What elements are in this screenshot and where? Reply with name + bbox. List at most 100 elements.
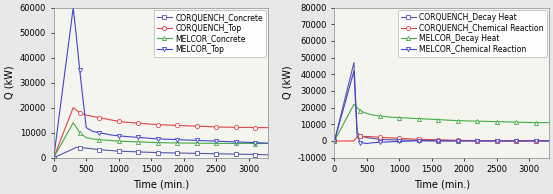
CORQUENCH_Chemical Reaction bbox=[403, 138, 409, 140]
MELCOR_Decay Heat bbox=[493, 120, 500, 123]
CORQUENCH_Decay Heat bbox=[429, 139, 435, 142]
Y-axis label: Q (kW): Q (kW) bbox=[4, 66, 14, 100]
MELCOR_Decay Heat bbox=[448, 119, 455, 121]
MELCOR_Concrete bbox=[90, 138, 96, 140]
MELCOR_Concrete bbox=[213, 142, 220, 145]
CORQUENCH_Concrete bbox=[213, 153, 220, 155]
CORQUENCH_Concrete bbox=[161, 152, 168, 154]
MELCOR_Concrete bbox=[148, 141, 154, 144]
Line: MELCOR_Decay Heat: MELCOR_Decay Heat bbox=[332, 102, 551, 143]
MELCOR_Chemical Reaction bbox=[364, 142, 371, 145]
MELCOR_Decay Heat bbox=[435, 119, 442, 121]
CORQUENCH_Concrete bbox=[154, 152, 161, 154]
MELCOR_Concrete bbox=[70, 121, 76, 124]
CORQUENCH_Chemical Reaction bbox=[487, 139, 494, 142]
MELCOR_Top bbox=[239, 141, 246, 143]
Line: CORQUENCH_Top: CORQUENCH_Top bbox=[51, 106, 270, 160]
CORQUENCH_Top bbox=[76, 112, 83, 114]
CORQUENCH_Concrete bbox=[135, 151, 142, 153]
MELCOR_Concrete bbox=[116, 140, 122, 142]
CORQUENCH_Chemical Reaction bbox=[467, 139, 474, 142]
MELCOR_Chemical Reaction bbox=[396, 140, 403, 142]
MELCOR_Concrete bbox=[122, 140, 128, 143]
MELCOR_Concrete bbox=[109, 139, 116, 142]
CORQUENCH_Decay Heat bbox=[396, 139, 403, 141]
MELCOR_Concrete bbox=[200, 142, 206, 144]
CORQUENCH_Chemical Reaction bbox=[500, 140, 507, 142]
MELCOR_Concrete bbox=[161, 142, 168, 144]
MELCOR_Decay Heat bbox=[351, 103, 357, 106]
CORQUENCH_Concrete bbox=[122, 150, 128, 152]
MELCOR_Chemical Reaction bbox=[493, 140, 500, 142]
CORQUENCH_Decay Heat bbox=[422, 139, 429, 142]
CORQUENCH_Chemical Reaction bbox=[396, 137, 403, 139]
MELCOR_Decay Heat bbox=[354, 107, 361, 109]
MELCOR_Decay Heat bbox=[383, 116, 390, 118]
CORQUENCH_Top bbox=[73, 109, 80, 111]
CORQUENCH_Top bbox=[83, 114, 90, 116]
MELCOR_Chemical Reaction bbox=[390, 140, 397, 143]
CORQUENCH_Decay Heat bbox=[545, 140, 552, 142]
CORQUENCH_Decay Heat bbox=[357, 135, 364, 137]
MELCOR_Chemical Reaction bbox=[467, 140, 474, 142]
CORQUENCH_Chemical Reaction bbox=[461, 139, 468, 142]
MELCOR_Concrete bbox=[142, 141, 148, 143]
CORQUENCH_Top bbox=[148, 123, 154, 125]
CORQUENCH_Top bbox=[213, 126, 220, 128]
MELCOR_Decay Heat bbox=[403, 117, 409, 119]
MELCOR_Chemical Reaction bbox=[500, 140, 507, 142]
MELCOR_Concrete bbox=[154, 141, 161, 144]
MELCOR_Top bbox=[180, 139, 187, 141]
MELCOR_Concrete bbox=[76, 132, 83, 134]
CORQUENCH_Decay Heat bbox=[409, 139, 416, 141]
Line: MELCOR_Concrete: MELCOR_Concrete bbox=[51, 120, 270, 160]
MELCOR_Top bbox=[168, 138, 174, 141]
CORQUENCH_Concrete bbox=[148, 151, 154, 154]
CORQUENCH_Concrete bbox=[70, 148, 76, 150]
CORQUENCH_Concrete bbox=[96, 148, 102, 151]
CORQUENCH_Top bbox=[135, 122, 142, 124]
CORQUENCH_Top bbox=[180, 125, 187, 127]
CORQUENCH_Chemical Reaction bbox=[416, 138, 422, 140]
CORQUENCH_Decay Heat bbox=[435, 139, 442, 142]
CORQUENCH_Chemical Reaction bbox=[354, 136, 361, 138]
MELCOR_Decay Heat bbox=[455, 120, 461, 122]
MELCOR_Top bbox=[135, 136, 142, 139]
MELCOR_Concrete bbox=[265, 142, 272, 145]
CORQUENCH_Concrete bbox=[76, 146, 83, 149]
CORQUENCH_Decay Heat bbox=[500, 140, 507, 142]
MELCOR_Decay Heat bbox=[364, 112, 371, 115]
CORQUENCH_Top bbox=[70, 107, 76, 109]
CORQUENCH_Top bbox=[246, 126, 252, 129]
CORQUENCH_Chemical Reaction bbox=[526, 140, 533, 142]
MELCOR_Top bbox=[50, 157, 57, 159]
Line: CORQUENCH_Chemical Reaction: CORQUENCH_Chemical Reaction bbox=[332, 134, 551, 143]
CORQUENCH_Concrete bbox=[226, 153, 232, 155]
CORQUENCH_Concrete bbox=[187, 152, 194, 154]
MELCOR_Decay Heat bbox=[526, 121, 533, 124]
X-axis label: Time (min.): Time (min.) bbox=[133, 180, 189, 190]
MELCOR_Top bbox=[246, 141, 252, 144]
MELCOR_Decay Heat bbox=[442, 119, 448, 121]
MELCOR_Decay Heat bbox=[416, 118, 422, 120]
CORQUENCH_Top bbox=[252, 126, 258, 129]
MELCOR_Chemical Reaction bbox=[455, 140, 461, 142]
CORQUENCH_Chemical Reaction bbox=[507, 140, 513, 142]
CORQUENCH_Decay Heat bbox=[377, 138, 383, 140]
CORQUENCH_Decay Heat bbox=[474, 140, 481, 142]
Legend: CORQUENCH_Decay Heat, CORQUENCH_Chemical Reaction, MELCOR_Decay Heat, MELCOR_Che: CORQUENCH_Decay Heat, CORQUENCH_Chemical… bbox=[398, 10, 546, 57]
MELCOR_Decay Heat bbox=[467, 120, 474, 122]
MELCOR_Concrete bbox=[135, 141, 142, 143]
MELCOR_Decay Heat bbox=[519, 121, 526, 123]
CORQUENCH_Decay Heat bbox=[351, 61, 357, 64]
MELCOR_Concrete bbox=[226, 142, 232, 145]
CORQUENCH_Chemical Reaction bbox=[493, 140, 500, 142]
CORQUENCH_Chemical Reaction bbox=[331, 140, 338, 142]
MELCOR_Chemical Reaction bbox=[435, 140, 442, 142]
MELCOR_Concrete bbox=[252, 142, 258, 145]
CORQUENCH_Concrete bbox=[200, 152, 206, 155]
CORQUENCH_Concrete bbox=[174, 152, 180, 154]
CORQUENCH_Chemical Reaction bbox=[545, 140, 552, 142]
MELCOR_Concrete bbox=[96, 139, 102, 141]
CORQUENCH_Top bbox=[220, 126, 226, 128]
